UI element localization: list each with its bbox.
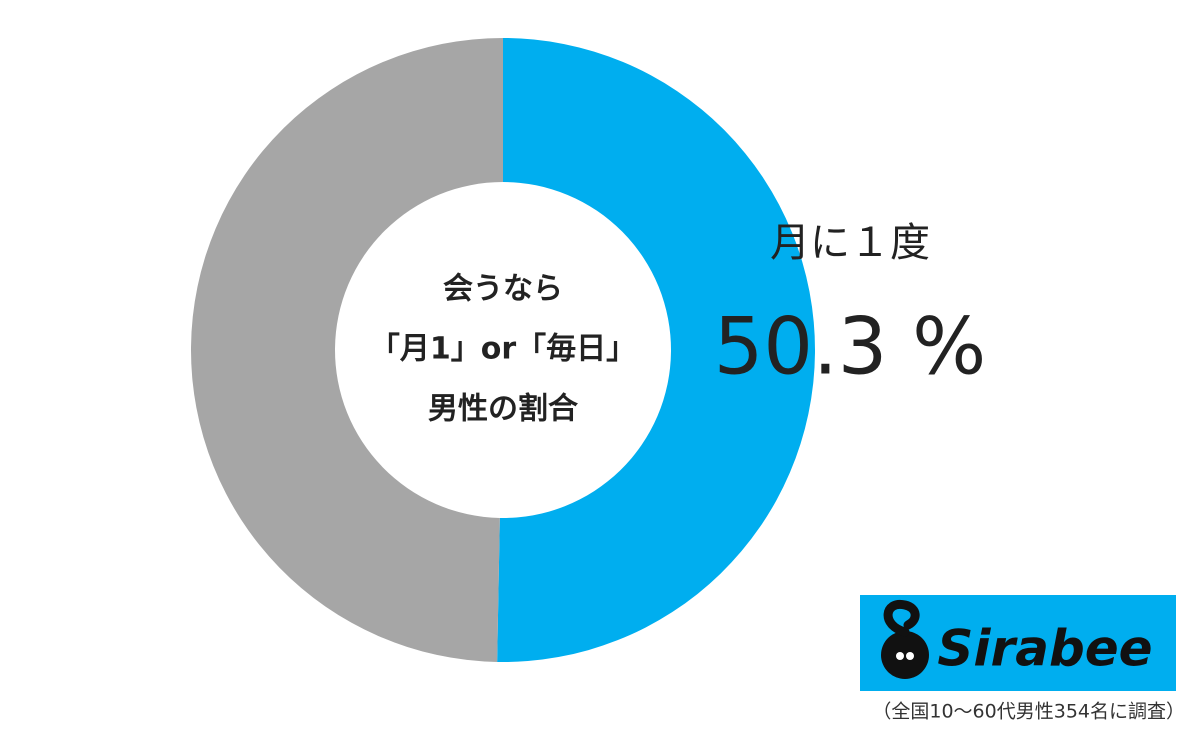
category-label: 月に１度 (770, 220, 930, 266)
center-text: 「月1」or「毎日」 (370, 332, 636, 367)
logo-icon-eye (906, 652, 914, 660)
center-text: 男性の割合 (428, 392, 578, 427)
center-text: 会うなら (443, 272, 563, 307)
logo-text: Sirabee (937, 620, 1152, 678)
slice-labels: 月に１度 50.3 % (714, 220, 987, 392)
value-label: 50.3 % (714, 302, 987, 392)
slice (190, 38, 503, 662)
slice (497, 38, 815, 662)
logo-icon-neck (883, 599, 920, 637)
center-label: 会うなら「月1」or「毎日」男性の割合 (370, 272, 636, 427)
logo: Sirabee (860, 595, 1176, 691)
logo-icon (881, 631, 929, 679)
logo-icon-eye (896, 652, 904, 660)
donut (190, 38, 815, 662)
footnote: （全国10～60代男性354名に調査） (872, 701, 1185, 723)
